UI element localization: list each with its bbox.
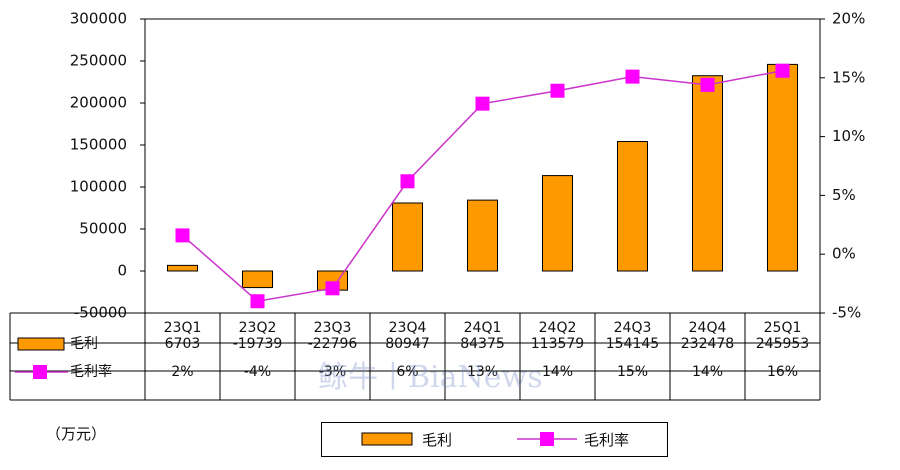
table-cell-gross-profit: 154145 [606, 336, 659, 352]
table-cell-gross-margin: 13% [467, 364, 498, 380]
bar-gross-profit [692, 75, 723, 272]
unit-label: （万元） [46, 425, 107, 443]
table-marker-swatch [33, 365, 47, 379]
legend-marker-swatch [540, 432, 554, 446]
table-row-label-gross-profit: 毛利 [70, 336, 98, 352]
y-left-tick-label: 100000 [70, 178, 127, 196]
table-cell-gross-margin: 6% [396, 364, 418, 380]
y-left-tick-label: 50000 [79, 220, 127, 238]
y-right-tick-label: 10% [832, 127, 865, 145]
table-cell-gross-profit: 84375 [460, 336, 505, 352]
table-row-label-gross-margin: 毛利率 [70, 363, 112, 380]
table-cell-gross-margin: 15% [617, 364, 648, 380]
table-bar-swatch [17, 337, 65, 351]
legend: 毛利 毛利率 [321, 422, 668, 457]
marker-gross-margin [550, 83, 565, 98]
legend-bar-label: 毛利 [422, 431, 453, 449]
marker-gross-margin [775, 63, 790, 78]
y-right-tick-label: -5% [832, 304, 861, 322]
y-right-tick-label: 15% [832, 68, 865, 86]
legend-bar-swatch [361, 432, 413, 446]
marker-gross-margin [400, 174, 415, 189]
bar-gross-profit [167, 264, 198, 272]
marker-gross-margin [625, 69, 640, 84]
marker-gross-margin [700, 77, 715, 92]
table-cell-gross-margin: -4% [244, 364, 271, 380]
table-cell-gross-profit: -22796 [308, 336, 358, 352]
legend-line-label: 毛利率 [584, 431, 630, 449]
bar-gross-profit [617, 141, 648, 272]
x-category-label: 24Q4 [689, 320, 727, 336]
y-right-tick-label: 20% [832, 10, 865, 28]
table-cell-gross-margin: 14% [542, 364, 573, 380]
table-cell-gross-profit: 80947 [385, 336, 430, 352]
x-category-label: 24Q3 [614, 320, 652, 336]
table-cell-gross-profit: 232478 [681, 336, 734, 352]
marker-gross-margin [250, 294, 265, 309]
x-category-label: 25Q1 [764, 320, 802, 336]
table-cell-gross-profit: 6703 [165, 336, 201, 352]
y-left-tick-label: 200000 [70, 94, 127, 112]
x-category-label: 24Q2 [539, 320, 577, 336]
plot-frame [144, 18, 821, 314]
table-cell-gross-profit: 245953 [756, 336, 809, 352]
bar-gross-profit [467, 199, 498, 272]
y-left-tick-label: 150000 [70, 136, 127, 154]
y-right-tick-label: 5% [832, 186, 856, 204]
table-cell-gross-margin: -3% [319, 364, 346, 380]
table-cell-gross-margin: 14% [692, 364, 723, 380]
x-category-label: 23Q1 [164, 320, 202, 336]
marker-gross-margin [175, 228, 190, 243]
table-cell-gross-margin: 2% [171, 364, 193, 380]
legend-swatches [361, 432, 577, 446]
bar-gross-profit [242, 270, 273, 289]
y-right-tick-label: 0% [832, 245, 856, 263]
marker-gross-margin [325, 281, 340, 296]
marker-gross-margin [475, 96, 490, 111]
bar-gross-profit [392, 202, 423, 272]
y-left-tick-label: 300000 [70, 10, 127, 28]
table-cell-gross-margin: 16% [767, 364, 798, 380]
bar-gross-profit [542, 175, 573, 272]
table-cell-gross-profit: 113579 [531, 336, 584, 352]
x-category-label: 23Q3 [314, 320, 352, 336]
x-category-label: 23Q2 [239, 320, 277, 336]
y-left-tick-label: 0 [117, 262, 127, 280]
y-left-tick-label: 250000 [70, 52, 127, 70]
x-category-label: 24Q1 [464, 320, 502, 336]
bar-gross-profit [767, 63, 798, 272]
x-category-label: 23Q4 [389, 320, 427, 336]
table-cell-gross-profit: -19739 [233, 336, 283, 352]
